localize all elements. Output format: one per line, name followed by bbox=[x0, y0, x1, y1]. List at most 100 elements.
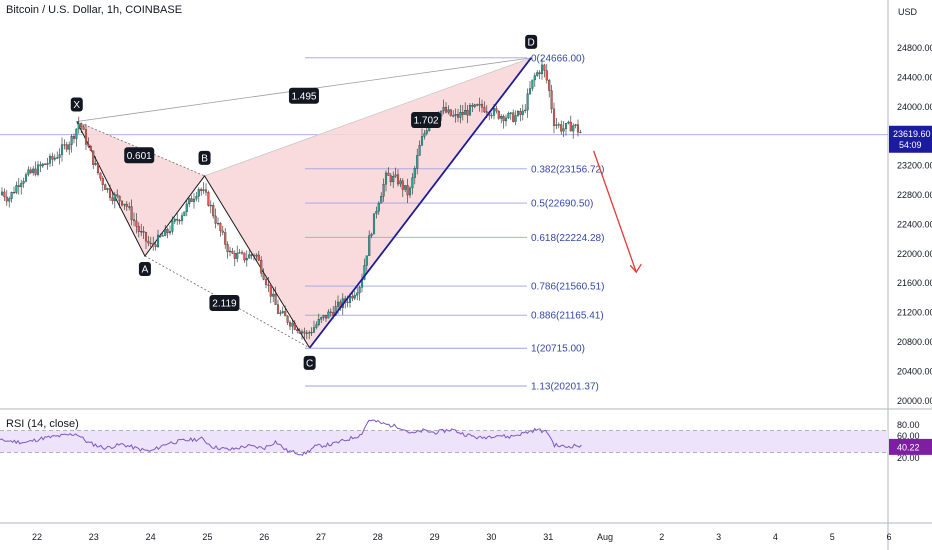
ratio-label: 2.119 bbox=[212, 299, 237, 310]
price-tick-label: 24000.00 bbox=[897, 102, 932, 112]
candle-body bbox=[216, 222, 220, 225]
candle-body bbox=[276, 304, 280, 314]
candle-body bbox=[291, 322, 294, 327]
candle-body bbox=[70, 136, 73, 145]
time-axis[interactable]: 22 23 24 25 26 27 28 29 30 31 Aug 2 3 4 5 6 bbox=[32, 532, 892, 542]
candle-body bbox=[502, 116, 505, 122]
candle-body bbox=[82, 126, 85, 130]
candle-body bbox=[185, 203, 188, 212]
candle-body bbox=[142, 231, 145, 233]
fib-level-label: 1(20715.00) bbox=[531, 344, 585, 355]
candle-body bbox=[346, 301, 349, 303]
fib-level-label: 1.13(20201.37) bbox=[531, 381, 599, 392]
candle-body bbox=[538, 72, 541, 75]
candle-body bbox=[466, 110, 469, 116]
candle-body bbox=[476, 104, 479, 106]
point-label-box bbox=[303, 355, 316, 370]
candle-body bbox=[308, 332, 311, 334]
point-label-box bbox=[198, 150, 211, 165]
candle-body bbox=[132, 219, 136, 222]
candle-body bbox=[27, 169, 30, 175]
candle-body bbox=[389, 175, 392, 183]
candle-body bbox=[512, 112, 515, 122]
candle-body bbox=[104, 184, 107, 190]
candle-body bbox=[413, 168, 416, 178]
candle-body bbox=[564, 123, 568, 129]
candle-body bbox=[524, 109, 527, 112]
candle-body bbox=[368, 235, 371, 256]
candle-body bbox=[576, 124, 580, 133]
candle-body bbox=[224, 232, 227, 245]
candle-body bbox=[394, 174, 397, 177]
candle-body bbox=[183, 211, 186, 216]
candle-body bbox=[509, 112, 512, 114]
ratio-line-ac bbox=[144, 255, 310, 349]
candle-body bbox=[492, 108, 496, 116]
candle-body bbox=[96, 163, 100, 174]
candle-body bbox=[128, 206, 131, 208]
time-tick-label: 28 bbox=[373, 532, 383, 542]
candle-body bbox=[120, 200, 124, 206]
candle-body bbox=[464, 110, 467, 115]
candle-body bbox=[3, 191, 6, 198]
candle-body bbox=[459, 112, 462, 118]
candle-body bbox=[519, 111, 522, 115]
candle-body bbox=[449, 109, 452, 116]
candle-body bbox=[188, 198, 191, 205]
candle-body bbox=[567, 121, 570, 124]
candle-body bbox=[204, 189, 208, 193]
pattern-overlay[interactable]: X A B C D 0.601 1.495 1.702 2.119 bbox=[70, 34, 642, 370]
candle-body bbox=[111, 197, 114, 202]
price-axis[interactable]: USD 20000.00 20400.00 20800.00 21200.00 21600… bbox=[889, 7, 932, 406]
candle-body bbox=[154, 244, 157, 247]
candle-body bbox=[550, 90, 553, 110]
time-tick-label: 4 bbox=[773, 532, 778, 542]
point-label: C bbox=[306, 358, 313, 369]
candle-body bbox=[20, 183, 23, 187]
candle-body bbox=[303, 331, 306, 334]
rsi-indicator-label: RSI (14, close) bbox=[6, 418, 79, 430]
rsi-value-tag bbox=[889, 438, 932, 455]
candle-body bbox=[540, 64, 544, 75]
candle-body bbox=[425, 130, 428, 134]
candle-body bbox=[87, 144, 90, 147]
fib-level-label: 0.886(21165.41) bbox=[531, 311, 604, 322]
candle-body bbox=[543, 64, 546, 71]
candle-body bbox=[411, 177, 414, 189]
ratio-label: 1.495 bbox=[291, 91, 316, 102]
candle-body bbox=[528, 88, 532, 94]
candle-body bbox=[363, 265, 366, 280]
time-tick-label: 27 bbox=[316, 532, 326, 542]
candle-body bbox=[89, 146, 92, 151]
price-tick-label: 20400.00 bbox=[897, 366, 932, 376]
candle-body bbox=[8, 198, 11, 202]
candle-body bbox=[63, 144, 66, 146]
candle-body bbox=[315, 324, 318, 328]
candle-body bbox=[92, 150, 95, 165]
candle-body bbox=[483, 107, 486, 112]
candle-body bbox=[168, 231, 172, 234]
point-label: D bbox=[528, 37, 535, 48]
candle-body bbox=[5, 196, 8, 202]
candle-body bbox=[401, 180, 404, 190]
candle-body bbox=[358, 287, 361, 294]
fibonacci-levels[interactable]: 0(24666.00) 0.382(23156.72) 0.5(22690.50) 0… bbox=[305, 53, 604, 392]
projection-arrow bbox=[593, 150, 637, 273]
candle-body bbox=[214, 215, 217, 224]
price-tag-value: 23619.60 bbox=[893, 129, 931, 139]
candle-body bbox=[257, 254, 260, 261]
candle-body bbox=[152, 243, 155, 245]
candle-body bbox=[454, 114, 457, 116]
ratio-label-box bbox=[209, 295, 240, 312]
candle-body bbox=[207, 192, 210, 206]
candle-body bbox=[36, 164, 40, 175]
candle-body bbox=[406, 185, 409, 196]
fib-level-label: 0.5(22690.50) bbox=[531, 199, 593, 210]
candle-body bbox=[404, 185, 407, 190]
candle-body bbox=[332, 312, 335, 316]
time-tick-label: 29 bbox=[430, 532, 440, 542]
candle-body bbox=[279, 312, 282, 314]
